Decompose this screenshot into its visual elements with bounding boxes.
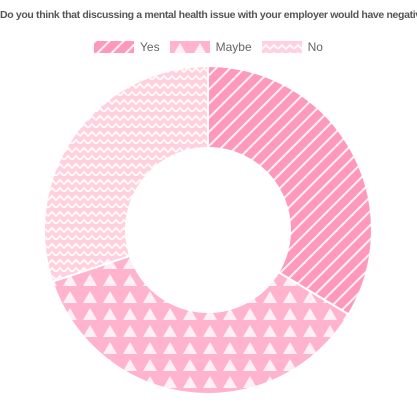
legend-label-no: No [307, 40, 323, 54]
legend-label-yes: Yes [140, 40, 160, 54]
legend-swatch-no [261, 41, 302, 53]
slice-no[interactable] [43, 64, 209, 283]
slice-yes[interactable] [207, 64, 373, 316]
legend-item-maybe[interactable]: Maybe [169, 40, 252, 54]
legend-item-no[interactable]: No [261, 40, 323, 54]
legend-item-yes[interactable]: Yes [94, 40, 160, 54]
chart-legend: Yes Maybe No [0, 40, 417, 54]
slice-maybe[interactable] [51, 254, 351, 395]
legend-label-maybe: Maybe [215, 40, 252, 54]
legend-swatch-yes [94, 41, 135, 53]
legend-swatch-maybe [169, 41, 210, 53]
chart-title: Do you think that discussing a mental he… [0, 9, 417, 21]
